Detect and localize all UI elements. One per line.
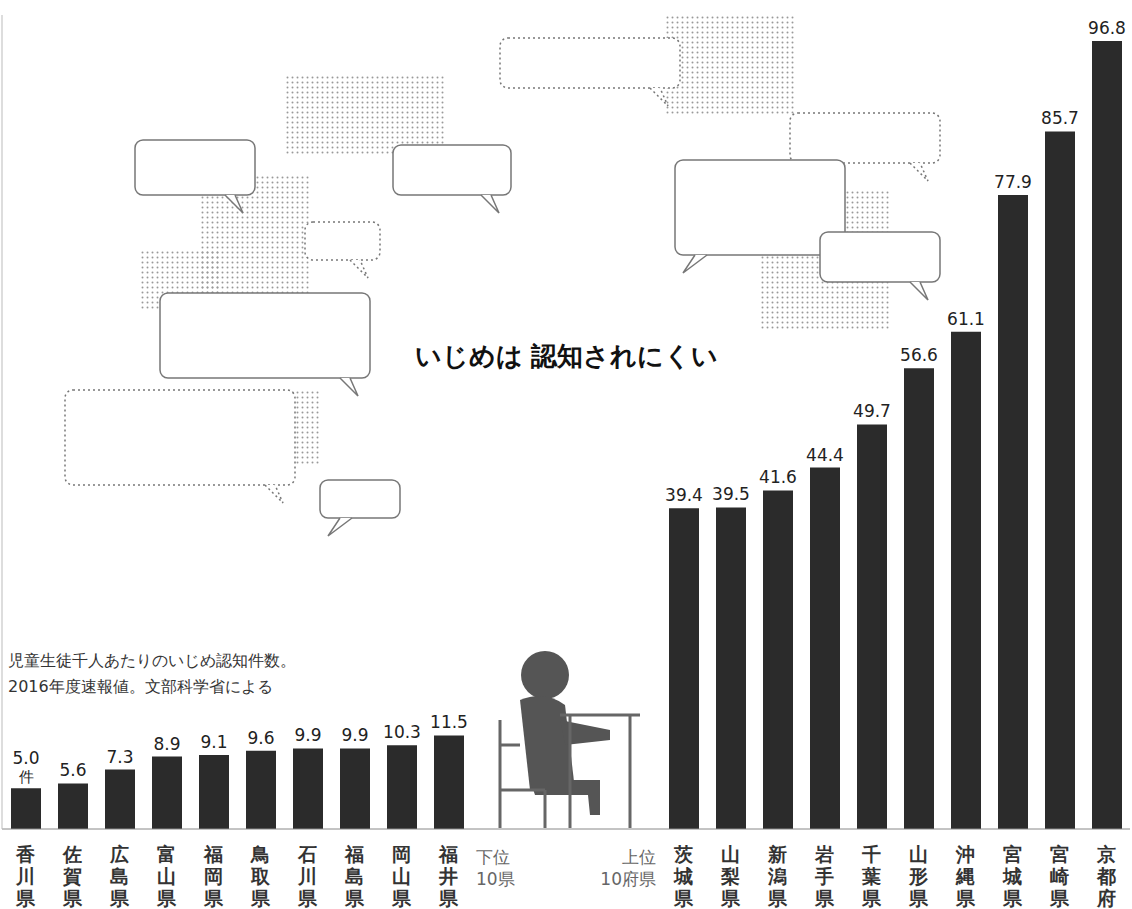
svg-text:石: 石 [297, 843, 317, 865]
svg-text:5.6: 5.6 [59, 760, 86, 780]
svg-text:山: 山 [392, 865, 411, 887]
svg-text:44.4: 44.4 [806, 445, 844, 465]
svg-text:県: 県 [156, 887, 177, 909]
svg-text:形: 形 [908, 865, 928, 887]
svg-text:7.3: 7.3 [106, 747, 133, 767]
svg-text:39.5: 39.5 [712, 484, 750, 504]
svg-text:城: 城 [1002, 865, 1022, 887]
svg-text:京: 京 [1096, 843, 1116, 865]
svg-text:富: 富 [157, 843, 176, 865]
svg-text:県: 県 [720, 887, 741, 909]
svg-text:61.1: 61.1 [947, 309, 985, 329]
svg-text:10府県: 10府県 [600, 869, 656, 889]
svg-text:県: 県 [1002, 887, 1023, 909]
svg-text:県: 県 [250, 887, 271, 909]
svg-text:49.7: 49.7 [853, 401, 891, 421]
svg-text:城: 城 [673, 865, 693, 887]
svg-text:縄: 縄 [955, 865, 975, 887]
svg-text:山: 山 [157, 865, 176, 887]
svg-text:県: 県 [1049, 887, 1070, 909]
svg-text:川: 川 [15, 865, 35, 887]
svg-text:9.9: 9.9 [294, 725, 321, 745]
svg-text:宮: 宮 [1003, 843, 1022, 865]
svg-text:島: 島 [345, 865, 364, 887]
svg-text:9.1: 9.1 [200, 732, 227, 752]
svg-text:県: 県 [955, 887, 976, 909]
svg-text:県: 県 [297, 887, 318, 909]
svg-text:沖: 沖 [955, 843, 975, 865]
html-text:児童生徒千人あたりのいじめ認知件数。: 児童生徒千人あたりのいじめ認知件数。 [8, 651, 296, 670]
svg-text:56.6: 56.6 [900, 345, 938, 365]
svg-text:茨: 茨 [673, 843, 693, 865]
svg-text:島: 島 [110, 865, 129, 887]
svg-text:県: 県 [344, 887, 365, 909]
svg-text:県: 県 [203, 887, 224, 909]
svg-text:井: 井 [438, 865, 458, 887]
html-text:いじめは 認知されにくい: いじめは 認知されにくい [414, 341, 718, 371]
svg-text:県: 県 [109, 887, 130, 909]
svg-text:県: 県 [62, 887, 83, 909]
svg-text:新: 新 [767, 843, 787, 865]
svg-text:潟: 潟 [767, 865, 787, 887]
svg-text:岩: 岩 [814, 843, 834, 865]
svg-text:岡: 岡 [204, 865, 223, 887]
svg-text:梨: 梨 [720, 865, 740, 887]
html-text:2016年度速報値。文部科学省による: 2016年度速報値。文部科学省による [8, 677, 273, 696]
svg-text:県: 県 [908, 887, 929, 909]
svg-text:葉: 葉 [861, 865, 881, 887]
svg-text:宮: 宮 [1050, 843, 1069, 865]
svg-text:山: 山 [909, 843, 928, 865]
svg-text:10.3: 10.3 [383, 722, 421, 742]
svg-text:都: 都 [1096, 865, 1116, 887]
svg-text:手: 手 [814, 865, 834, 887]
svg-text:77.9: 77.9 [994, 172, 1032, 192]
svg-text:福: 福 [438, 843, 458, 865]
svg-text:岡: 岡 [392, 843, 411, 865]
svg-text:府: 府 [1096, 887, 1116, 909]
svg-text:8.9: 8.9 [153, 734, 180, 754]
svg-text:85.7: 85.7 [1041, 108, 1079, 128]
svg-text:県: 県 [391, 887, 412, 909]
svg-text:5.0: 5.0 [12, 748, 39, 768]
svg-text:件: 件 [19, 768, 34, 786]
svg-text:鳥: 鳥 [250, 843, 270, 865]
svg-text:広: 広 [109, 843, 129, 865]
svg-text:上位: 上位 [622, 847, 656, 867]
svg-text:11.5: 11.5 [430, 712, 468, 732]
svg-text:県: 県 [767, 887, 788, 909]
svg-text:県: 県 [15, 887, 36, 909]
svg-text:10県: 10県 [476, 869, 515, 889]
svg-text:県: 県 [814, 887, 835, 909]
svg-text:9.6: 9.6 [247, 728, 274, 748]
svg-text:香: 香 [15, 843, 36, 865]
svg-text:賀: 賀 [62, 865, 82, 887]
svg-text:41.6: 41.6 [759, 467, 797, 487]
svg-text:取: 取 [250, 865, 271, 887]
svg-text:千: 千 [861, 843, 881, 865]
svg-text:崎: 崎 [1050, 865, 1069, 887]
svg-text:川: 川 [297, 865, 317, 887]
svg-text:佐: 佐 [62, 843, 82, 865]
svg-text:9.9: 9.9 [341, 725, 368, 745]
svg-text:39.4: 39.4 [665, 485, 703, 505]
svg-text:県: 県 [673, 887, 694, 909]
svg-text:96.8: 96.8 [1088, 18, 1126, 38]
svg-text:福: 福 [344, 843, 364, 865]
svg-text:下位: 下位 [476, 847, 510, 867]
svg-text:福: 福 [203, 843, 223, 865]
svg-text:県: 県 [861, 887, 882, 909]
svg-text:山: 山 [721, 843, 740, 865]
svg-text:県: 県 [438, 887, 459, 909]
